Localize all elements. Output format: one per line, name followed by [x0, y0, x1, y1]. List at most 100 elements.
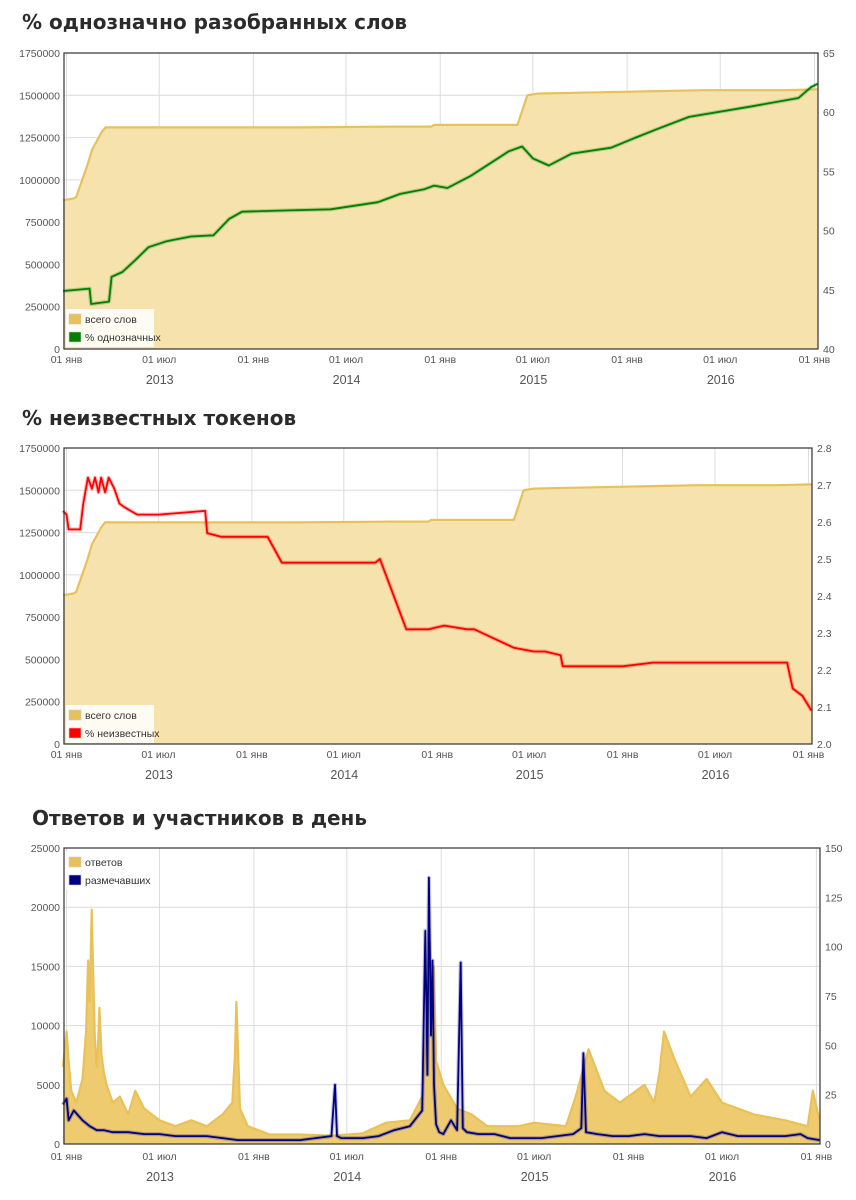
chart-title: Ответов и участников в день [32, 806, 368, 830]
legend-swatch [68, 313, 82, 325]
x-tick-label: 01 июл [141, 749, 175, 761]
y-left-tick-label: 500000 [25, 259, 60, 271]
y-right-tick-label: 2.1 [817, 702, 832, 714]
chart-title: % однозначно разобранных слов [22, 10, 408, 34]
y-left-tick-label: 1000000 [19, 570, 60, 582]
y-left-tick-label: 1000000 [19, 175, 60, 187]
y-right-tick-label: 60 [823, 107, 835, 119]
x-tick-label: 01 июл [517, 1151, 551, 1163]
legend: всего слов % однозначных [66, 309, 162, 347]
y-left-tick-label: 250000 [25, 697, 60, 709]
area-fill [63, 89, 818, 350]
x-tick-label: 01 янв [238, 354, 270, 366]
series-line [62, 876, 820, 1141]
x-tick-label: 01 янв [236, 749, 268, 761]
x-year-label: 2016 [702, 768, 730, 782]
x-year-label: 2016 [709, 1170, 737, 1184]
y-right-tick-label: 2.7 [817, 480, 832, 492]
legend-swatch [68, 727, 82, 739]
plot-frame [63, 52, 819, 350]
y-left-tick-label: 10000 [31, 1021, 60, 1033]
series-primary [61, 908, 821, 1144]
chart-unknown-tokens: 0 250000 500000 750000 1000000 1250000 1500000… [19, 443, 832, 782]
chart-title: % неизвестных токенов [22, 406, 297, 430]
y-left-tick-label: 500000 [25, 654, 60, 666]
chart-panel-daily: Ответов и участников в день 0 5000 10000 15… [0, 798, 856, 1198]
y-left-tick-label: 1750000 [19, 443, 60, 455]
x-tick-label: 01 июл [327, 749, 361, 761]
chart-daily-answers: 0 5000 10000 15000 20000 25000 0 25 50 75 100 125 15… [31, 843, 843, 1184]
x-tick-label: 01 июл [330, 1151, 364, 1163]
area-line [61, 908, 821, 1137]
x-tick-label: 01 янв [51, 749, 83, 761]
x-tick-label: 01 июл [512, 749, 546, 761]
x-tick-label: 01 янв [421, 749, 453, 761]
chart-panel-unambiguous: % однозначно разобранных слов 0 250000 500… [0, 0, 856, 395]
y-right-tick-label: 2.5 [817, 554, 832, 566]
legend-label: всего слов [85, 710, 137, 722]
area-fill [63, 909, 820, 1144]
y-left-tick-label: 250000 [25, 302, 60, 314]
series-secondary [61, 875, 820, 1143]
y-left-tick-label: 1500000 [19, 485, 60, 497]
x-tick-label: 01 янв [613, 1151, 645, 1163]
y-right-tick-label: 2.2 [817, 665, 832, 677]
y-left-tick-label: 1250000 [19, 528, 60, 540]
x-tick-label: 01 июл [698, 749, 732, 761]
x-tick-label: 01 янв [425, 1151, 457, 1163]
x-year-label: 2014 [333, 373, 361, 387]
series-line [62, 83, 818, 305]
x-year-label: 2013 [146, 1170, 174, 1184]
y-right-tick-label: 100 [825, 942, 843, 954]
x-year-label: 2015 [519, 373, 547, 387]
y-right-tick-label: 40 [823, 344, 835, 356]
legend-label: % неизвестных [85, 728, 160, 740]
y-left-tick-label: 5000 [37, 1080, 61, 1092]
series-primary [62, 88, 818, 350]
chart-panel-unknown: % неизвестных токенов 0 250000 500000 75000… [0, 398, 856, 793]
x-tick-label: 01 июл [703, 354, 737, 366]
legend-swatch [68, 331, 82, 343]
y-right-tick-label: 50 [823, 226, 835, 238]
plot-frame [63, 447, 813, 745]
x-year-label: 2015 [521, 1170, 549, 1184]
x-tick-label: 01 июл [142, 1151, 176, 1163]
series-secondary [62, 82, 819, 306]
series-secondary [61, 475, 814, 712]
y-left-tick-label: 20000 [31, 902, 60, 914]
x-year-label: 2013 [145, 768, 173, 782]
y-right-tick-label: 45 [823, 285, 835, 297]
y-left-tick-label: 750000 [25, 217, 60, 229]
x-year-label: 2014 [330, 768, 358, 782]
x-tick-label: 01 янв [238, 1151, 270, 1163]
y-right-tick-label: 2.0 [817, 739, 832, 751]
y-left-tick-label: 0 [54, 344, 60, 356]
y-left-tick-label: 25000 [31, 843, 60, 855]
y-right-tick-label: 125 [825, 892, 843, 904]
y-left-tick-label: 1750000 [19, 48, 60, 60]
y-right-tick-label: 2.6 [817, 517, 832, 529]
x-tick-label: 01 янв [607, 749, 639, 761]
area-line [62, 88, 818, 202]
legend-label: размечавших [85, 875, 151, 887]
area-fill [63, 484, 812, 744]
legend-label: ответов [85, 857, 123, 869]
x-tick-label: 01 июл [329, 354, 363, 366]
y-right-tick-label: 25 [825, 1090, 837, 1102]
x-tick-label: 01 янв [799, 354, 831, 366]
y-right-tick-label: 2.8 [817, 443, 832, 455]
legend-label: % однозначных [85, 332, 162, 344]
plot-frame [63, 847, 821, 1145]
x-year-label: 2016 [707, 373, 735, 387]
legend: ответов размечавших [66, 852, 151, 890]
series-line [62, 476, 813, 712]
legend-label: всего слов [85, 314, 137, 326]
legend: всего слов % неизвестных [66, 705, 160, 743]
y-right-tick-label: 0 [825, 1139, 831, 1151]
y-right-tick-label: 150 [825, 843, 843, 855]
y-right-tick-label: 2.3 [817, 628, 832, 640]
x-tick-label: 01 янв [793, 749, 825, 761]
y-right-tick-label: 55 [823, 166, 835, 178]
x-tick-label: 01 янв [611, 354, 643, 366]
legend-swatch [68, 709, 82, 721]
